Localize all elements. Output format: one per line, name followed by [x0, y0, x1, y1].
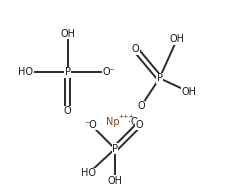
Text: HO: HO [81, 168, 96, 178]
Text: +++: +++ [117, 114, 133, 119]
Text: P: P [112, 144, 117, 154]
Text: O⁻: O⁻ [102, 67, 115, 77]
Text: OH: OH [180, 87, 195, 97]
Text: HO: HO [18, 67, 33, 77]
Text: P: P [64, 67, 70, 77]
Text: OH: OH [60, 29, 75, 39]
Text: O: O [63, 106, 71, 116]
Text: Np: Np [106, 117, 119, 127]
Text: ⁻O: ⁻O [84, 120, 97, 130]
Text: O: O [137, 101, 144, 111]
Text: P: P [156, 73, 162, 83]
Text: ·O: ·O [128, 117, 138, 127]
Text: OH: OH [169, 34, 184, 44]
Text: O: O [135, 120, 142, 130]
Text: O: O [131, 44, 139, 54]
Text: OH: OH [107, 176, 122, 186]
